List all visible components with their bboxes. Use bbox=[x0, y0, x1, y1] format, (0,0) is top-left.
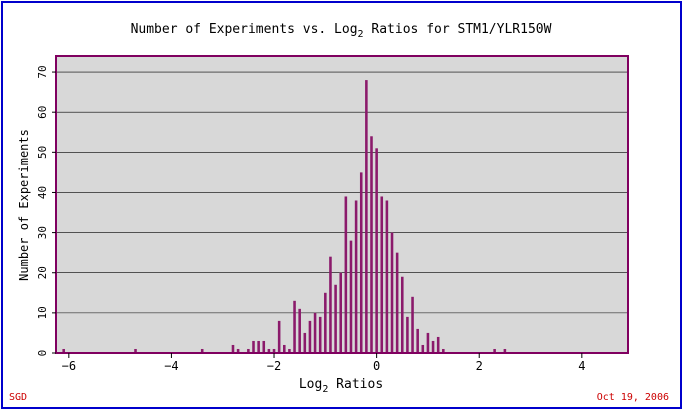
histogram-bar bbox=[431, 340, 435, 353]
chart-title-subscript: 2 bbox=[358, 29, 364, 40]
y-axis-ticks: 0 10 20 30 40 50 60 70 bbox=[36, 65, 56, 356]
x-axis-label-prefix: Log bbox=[299, 377, 322, 392]
footer-source: SGD bbox=[9, 392, 28, 403]
x-axis-label-subscript: 2 bbox=[322, 384, 328, 395]
footer-date: Oct 19, 2006 bbox=[596, 392, 669, 403]
histogram-bar bbox=[298, 308, 301, 353]
x-axis-ticks: −6 −4 −2 0 2 4 bbox=[62, 353, 585, 373]
histogram-bar bbox=[324, 292, 327, 353]
y-tick-label: 60 bbox=[36, 106, 49, 119]
histogram-bar bbox=[200, 348, 204, 353]
histogram-bar bbox=[365, 80, 368, 353]
chart-title: Number of Experiments vs. Log2 Ratios fo… bbox=[131, 22, 552, 40]
histogram-bar bbox=[380, 196, 384, 353]
histogram-bar bbox=[329, 256, 332, 353]
histogram-bar bbox=[503, 348, 507, 353]
histogram-bar bbox=[272, 348, 276, 353]
histogram-bar bbox=[231, 344, 235, 353]
grid-lines bbox=[56, 71, 628, 314]
histogram-bar bbox=[416, 328, 419, 353]
histogram-bar bbox=[354, 200, 358, 353]
histogram-bar bbox=[236, 348, 240, 353]
y-tick-label: 20 bbox=[36, 266, 49, 279]
y-tick-label: 40 bbox=[36, 186, 49, 199]
histogram-bar bbox=[344, 196, 348, 353]
histogram-bar bbox=[62, 348, 65, 353]
y-tick-label: 30 bbox=[36, 226, 49, 239]
bar-series bbox=[62, 80, 507, 353]
histogram-bar bbox=[308, 320, 312, 353]
histogram-bar bbox=[313, 312, 317, 353]
histogram-bar bbox=[370, 136, 373, 353]
histogram-bar bbox=[493, 348, 496, 353]
histogram-bar bbox=[334, 284, 337, 353]
x-tick-label: −2 bbox=[267, 359, 281, 373]
histogram-bar bbox=[442, 348, 445, 353]
histogram-bar bbox=[395, 252, 399, 353]
histogram-bar bbox=[288, 348, 291, 353]
plot-border bbox=[55, 55, 629, 354]
histogram-bar bbox=[293, 300, 296, 353]
y-tick-label: 70 bbox=[36, 65, 49, 78]
y-tick-label: 0 bbox=[36, 350, 49, 357]
x-tick-label: 2 bbox=[476, 359, 483, 373]
histogram-bar bbox=[318, 316, 322, 353]
histogram-bar bbox=[406, 316, 409, 353]
histogram-bar bbox=[390, 232, 394, 353]
histogram-bar bbox=[385, 200, 389, 353]
histogram-bar bbox=[349, 240, 353, 353]
x-tick-label: 4 bbox=[578, 359, 585, 373]
histogram-bar bbox=[247, 348, 250, 353]
histogram-bar bbox=[400, 276, 404, 353]
histogram-bar bbox=[283, 344, 286, 353]
y-tick-label: 50 bbox=[36, 146, 49, 159]
histogram-bar bbox=[262, 340, 266, 353]
histogram-bar bbox=[359, 172, 363, 353]
histogram-bar bbox=[375, 148, 378, 353]
histogram-bar bbox=[339, 272, 342, 353]
x-axis-label-suffix: Ratios bbox=[328, 377, 383, 392]
histogram-bar bbox=[267, 348, 271, 353]
histogram-bar bbox=[411, 296, 414, 353]
chart-title-prefix: Number of Experiments vs. Log bbox=[131, 22, 358, 37]
x-tick-label: 0 bbox=[373, 359, 380, 373]
histogram-bar bbox=[436, 336, 440, 353]
x-tick-label: −6 bbox=[62, 359, 76, 373]
histogram-bar bbox=[421, 344, 425, 353]
x-axis-label: Log2 Ratios bbox=[299, 377, 383, 395]
y-axis-label: Number of Experiments bbox=[17, 129, 31, 281]
histogram-bar bbox=[426, 332, 430, 353]
histogram-bar bbox=[134, 348, 137, 353]
x-tick-label: −4 bbox=[164, 359, 178, 373]
histogram-bar bbox=[252, 340, 255, 353]
histogram-bar bbox=[277, 320, 281, 353]
chart-title-suffix: Ratios for STM1/YLR150W bbox=[364, 22, 552, 37]
histogram-bar bbox=[303, 332, 307, 353]
y-tick-label: 10 bbox=[36, 306, 49, 319]
histogram-bar bbox=[257, 340, 260, 353]
